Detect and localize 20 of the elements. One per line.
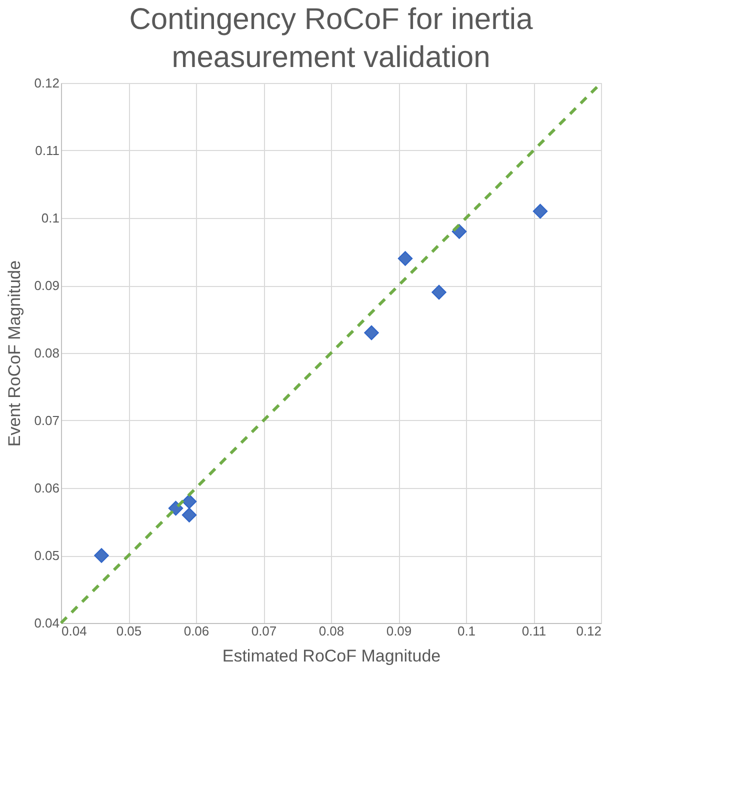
y-tick-label: 0.07 bbox=[34, 413, 60, 428]
x-axis-title: Estimated RoCoF Magnitude bbox=[222, 646, 441, 666]
y-axis-title: Event RoCoF Magnitude bbox=[5, 260, 24, 447]
y-tick-label: 0.05 bbox=[34, 548, 60, 563]
y-tick-label: 0.11 bbox=[35, 143, 60, 158]
y-tick-label: 0.09 bbox=[34, 278, 60, 293]
x-tick-label: 0.11 bbox=[522, 624, 546, 638]
x-tick-label: 0.04 bbox=[62, 624, 87, 638]
chart-title: Contingency RoCoF for inertia measurement validation bbox=[129, 3, 534, 74]
x-tick-label: 0.1 bbox=[457, 624, 476, 638]
y-tick-label: 0.08 bbox=[34, 346, 60, 360]
x-tick-label: 0.06 bbox=[184, 624, 210, 638]
x-tick-label: 0.09 bbox=[386, 624, 412, 638]
x-tick-label: 0.05 bbox=[116, 624, 142, 638]
x-tick-label: 0.07 bbox=[251, 624, 277, 638]
x-tick-label: 0.08 bbox=[318, 624, 344, 638]
y-tick-label: 0.1 bbox=[41, 210, 60, 226]
y-tick-label: 0.06 bbox=[34, 480, 60, 496]
y-tick-label: 0.12 bbox=[34, 76, 60, 90]
x-tick-label: 0.12 bbox=[576, 624, 602, 638]
